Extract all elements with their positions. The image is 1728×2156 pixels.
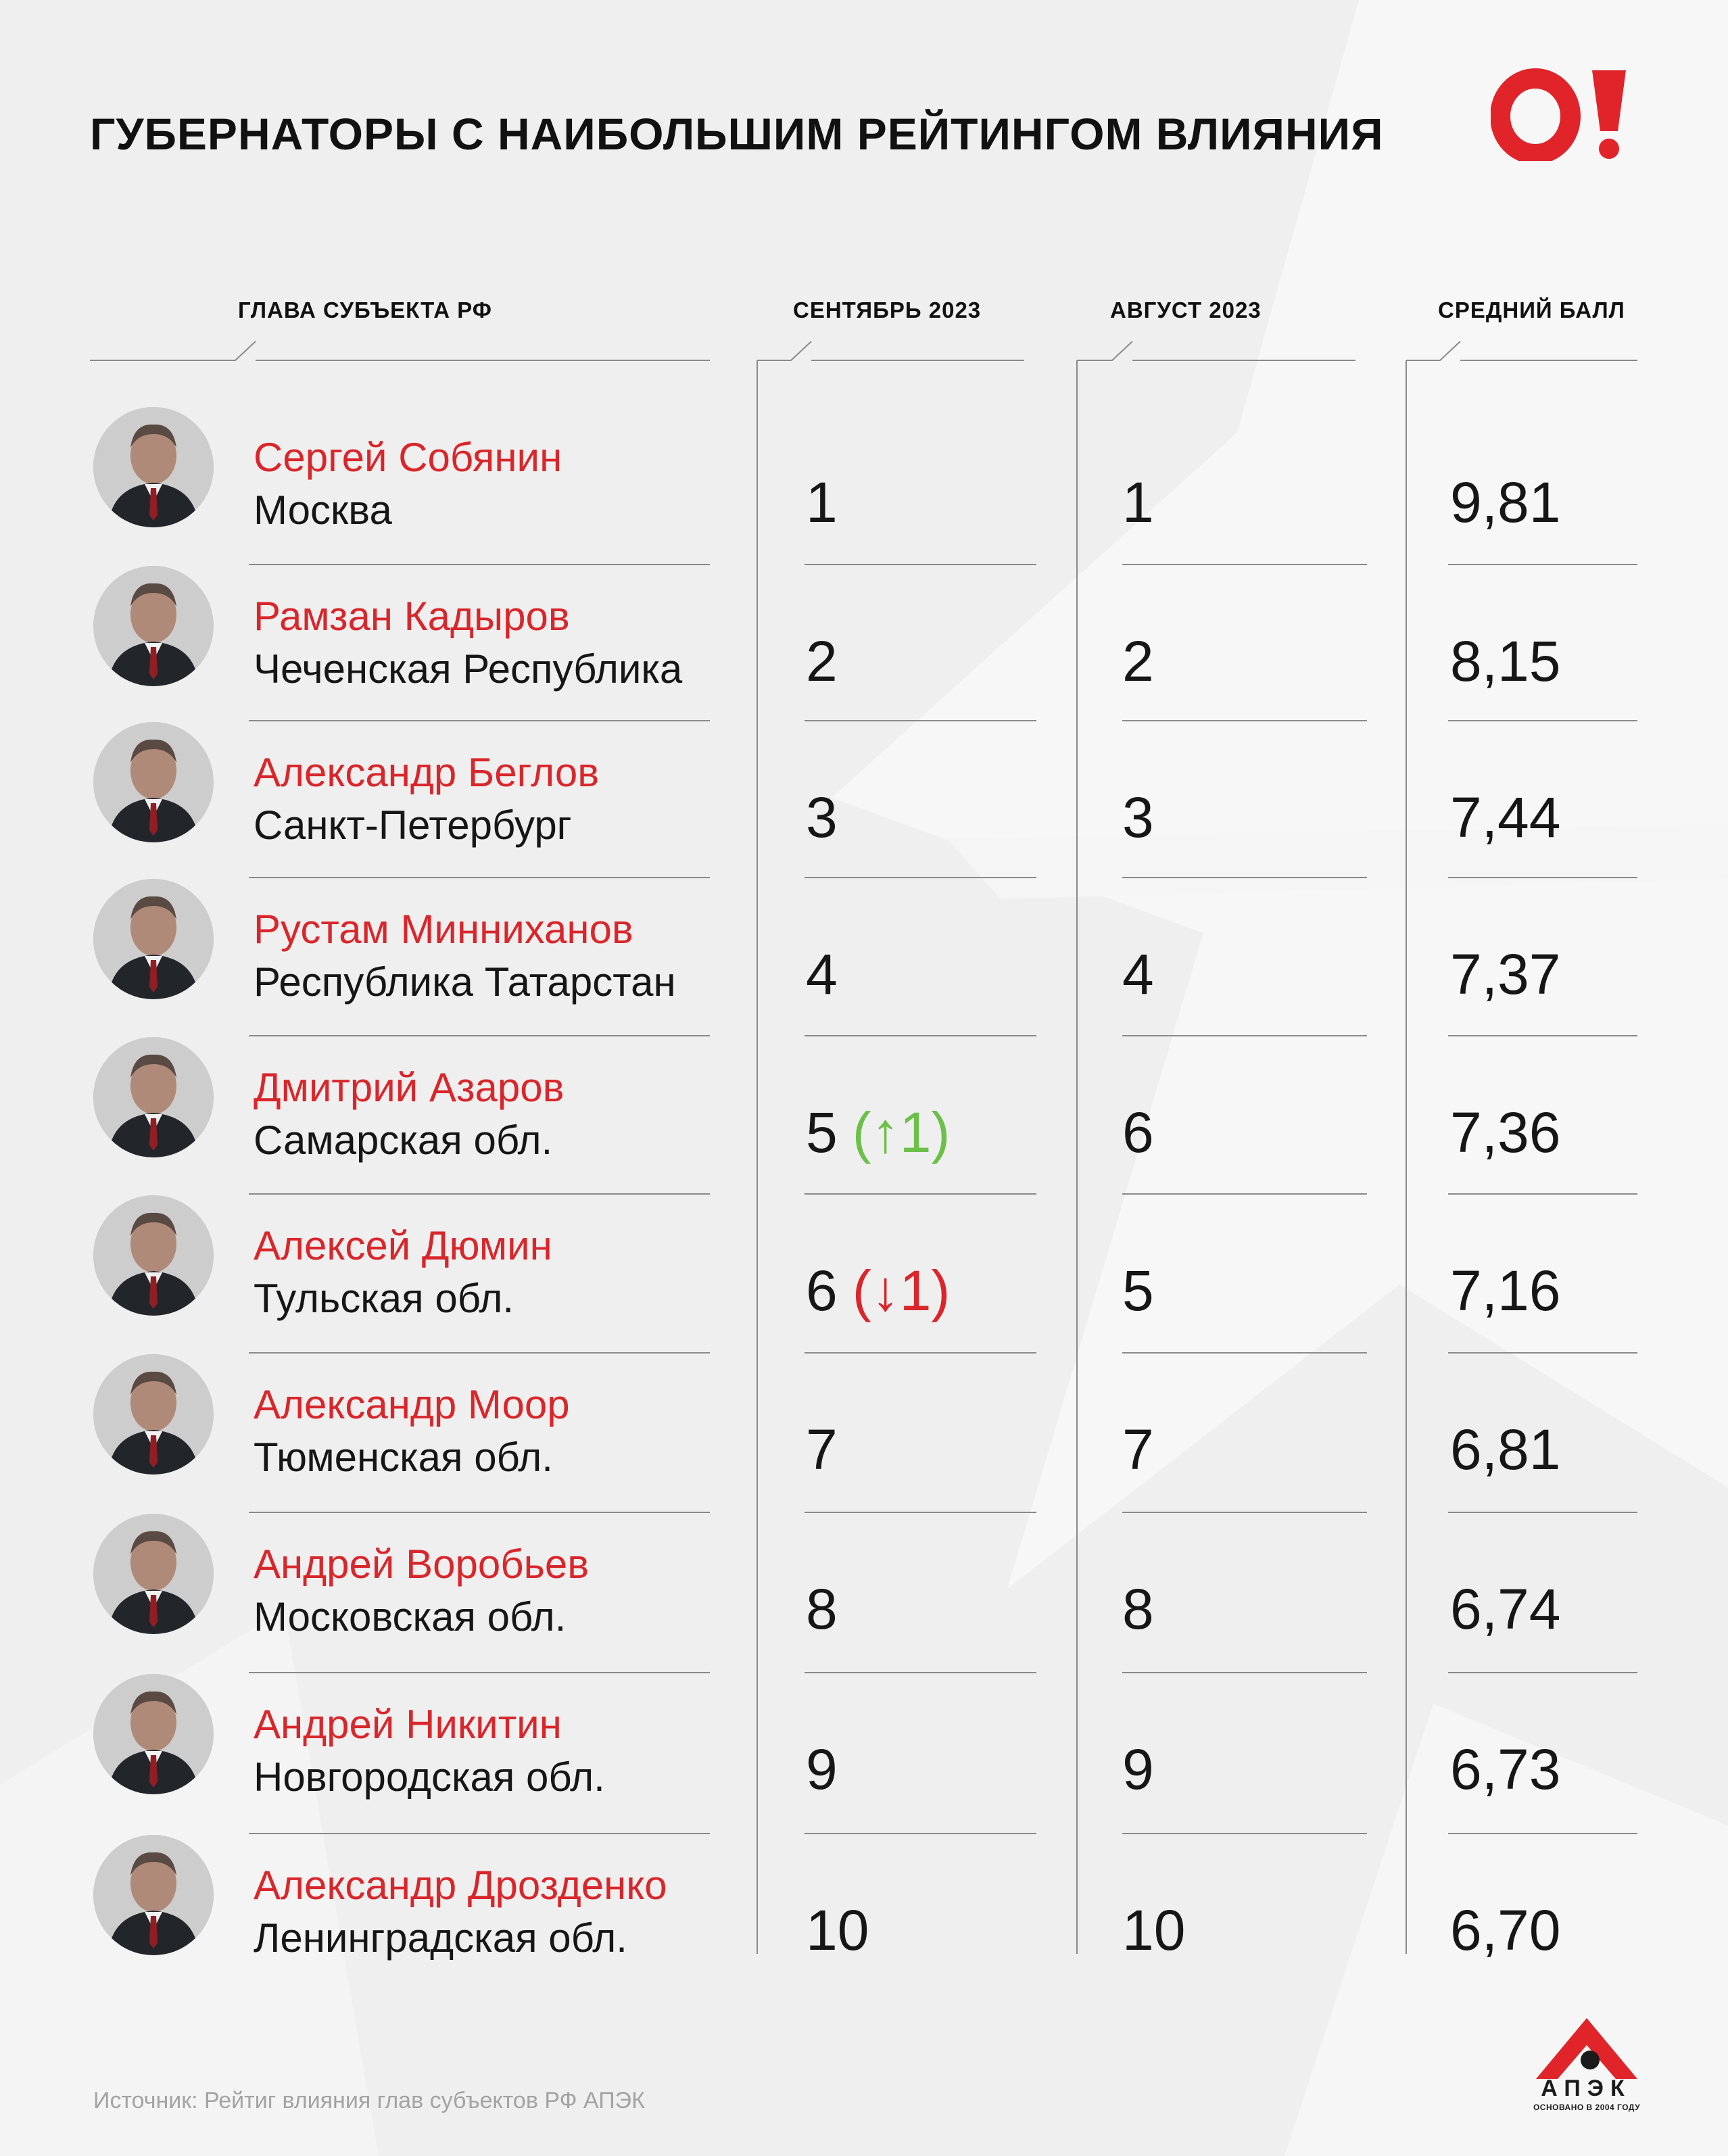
apek-logo-icon: [1536, 2018, 1637, 2079]
september-rank: 8: [806, 1581, 838, 1637]
august-rank: 2: [1122, 629, 1154, 693]
governor-portrait-icon: [93, 1037, 214, 1157]
region-name: Московская обл.: [254, 1594, 567, 1639]
governor-name: Рустам Минниханов: [254, 907, 633, 952]
september-rank: 2: [806, 633, 838, 690]
region-name: Самарская обл.: [254, 1118, 553, 1163]
governor-portrait-icon: [93, 407, 214, 527]
august-rank: 3: [1122, 786, 1154, 849]
column-header-head: ГЛАВА СУБЪЕКТА РФ: [238, 297, 492, 322]
august-rank: 10: [1122, 1898, 1186, 1962]
september-rank-value: 4: [806, 942, 838, 1006]
governor-name: Александр Дрозденко: [254, 1863, 667, 1908]
governor-portrait-icon: [93, 879, 214, 999]
governor-portrait-icon: [93, 1674, 214, 1794]
rank-up-badge: (↑1): [852, 1101, 951, 1164]
governor-name: Сергей Собянин: [254, 435, 562, 480]
average-score: 9,81: [1450, 471, 1561, 534]
september-rank-value: 10: [806, 1898, 869, 1962]
september-rank-value: 7: [806, 1418, 838, 1481]
average-score: 7,16: [1450, 1259, 1561, 1322]
september-rank-value: 5: [806, 1101, 838, 1164]
o-exclamation-logo: [1491, 68, 1626, 161]
region-name: Ленинградская обл.: [254, 1915, 627, 1961]
september-rank: 5 (↑1): [806, 1104, 950, 1161]
region-name: Москва: [254, 487, 392, 533]
region-name: Тульская обл.: [254, 1276, 514, 1321]
governor-name: Алексей Дюмин: [254, 1223, 552, 1268]
source-note: Источник: Рейтиг влияния глав субъектов …: [93, 2088, 645, 2113]
september-rank-value: 8: [806, 1577, 838, 1641]
september-rank-value: 9: [806, 1738, 838, 1801]
average-score: 7,36: [1450, 1101, 1561, 1164]
governor-name: Андрей Воробьев: [254, 1541, 590, 1587]
average-score: 7,37: [1450, 942, 1561, 1006]
september-rank-value: 3: [806, 786, 838, 849]
september-rank: 4: [806, 946, 838, 1003]
september-rank: 7: [806, 1421, 838, 1478]
august-rank: 1: [1122, 471, 1154, 534]
average-score: 6,73: [1450, 1738, 1561, 1801]
september-rank: 6 (↓1): [806, 1262, 950, 1319]
column-header-score: СРЕДНИЙ БАЛЛ: [1438, 297, 1625, 322]
august-rank: 5: [1122, 1259, 1154, 1322]
august-rank: 6: [1122, 1101, 1154, 1164]
column-header-august: АВГУСТ 2023: [1110, 297, 1262, 322]
region-name: Республика Татарстан: [254, 959, 676, 1005]
august-rank: 8: [1122, 1577, 1154, 1641]
august-rank: 7: [1122, 1418, 1154, 1481]
region-name: Тюменская обл.: [254, 1435, 553, 1480]
september-rank: 1: [806, 474, 838, 531]
region-name: Чеченская Республика: [254, 646, 683, 692]
governor-name: Александр Моор: [254, 1382, 570, 1427]
governor-name: Рамзан Кадыров: [254, 594, 570, 639]
august-rank: 4: [1122, 942, 1154, 1006]
august-rank: 9: [1122, 1738, 1154, 1801]
apek-tagline: ОСНОВАНО В 2004 ГОДУ: [1533, 2103, 1641, 2112]
governor-portrait-icon: [93, 1195, 214, 1316]
september-rank-value: 1: [806, 471, 838, 534]
governor-portrait-icon: [93, 566, 214, 686]
average-score: 6,74: [1450, 1577, 1561, 1641]
september-rank-value: 6: [806, 1259, 838, 1322]
region-name: Санкт-Петербург: [254, 802, 572, 848]
average-score: 7,44: [1450, 786, 1561, 849]
september-rank: 10: [806, 1902, 869, 1959]
governor-name: Дмитрий Азаров: [254, 1065, 565, 1110]
september-rank: 9: [806, 1741, 838, 1798]
average-score: 8,15: [1450, 629, 1561, 693]
region-name: Новгородская обл.: [254, 1754, 605, 1800]
governor-portrait-icon: [93, 1354, 214, 1475]
governor-portrait-icon: [93, 722, 214, 842]
september-rank: 3: [806, 789, 838, 846]
governor-portrait-icon: [93, 1835, 214, 1955]
apek-wordmark: АПЭК: [1541, 2076, 1631, 2101]
average-score: 6,70: [1450, 1898, 1561, 1962]
september-rank-value: 2: [806, 629, 838, 693]
governor-name: Андрей Никитин: [254, 1702, 562, 1747]
page-title: ГУБЕРНАТОРЫ С НАИБОЛЬШИМ РЕЙТИНГОМ ВЛИЯН…: [90, 109, 1384, 159]
average-score: 6,81: [1450, 1418, 1561, 1481]
governor-portrait-icon: [93, 1514, 214, 1634]
rank-down-badge: (↓1): [852, 1259, 951, 1322]
column-header-september: СЕНТЯБРЬ 2023: [793, 297, 982, 322]
governor-name: Александр Беглов: [254, 750, 600, 795]
